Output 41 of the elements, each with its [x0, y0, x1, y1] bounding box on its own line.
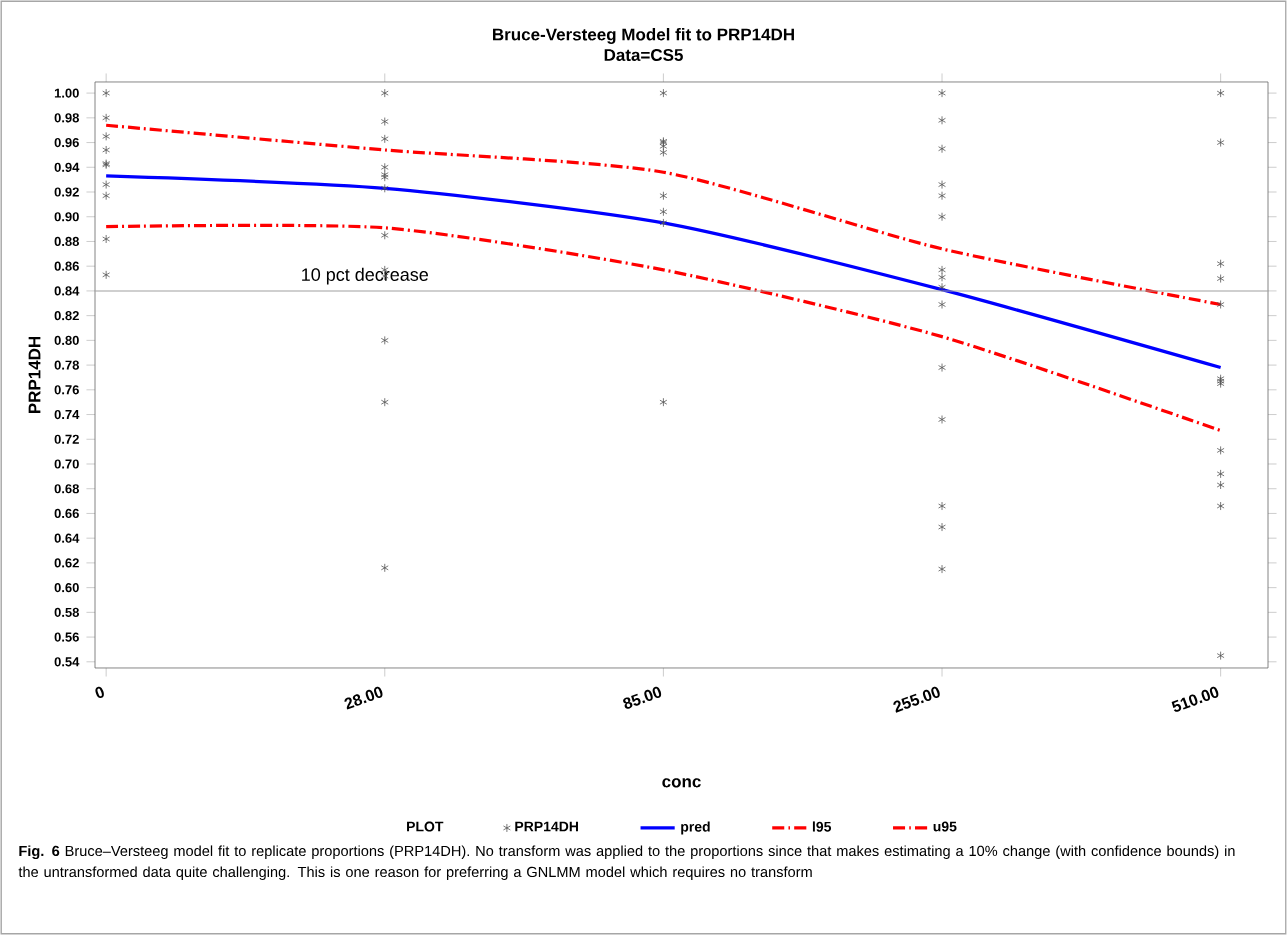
y-tick-label: 0.74: [54, 409, 80, 420]
y-tick-label: 0.76: [54, 385, 79, 395]
y-tick-label: 0.92: [54, 187, 79, 197]
legend-label: u95: [933, 821, 957, 832]
x-tick-label: 0: [95, 686, 104, 699]
y-tick-label: 0.86: [54, 261, 79, 271]
y-tick-label: 0.98: [54, 113, 80, 123]
y-tick-label: 0.64: [54, 533, 80, 543]
ref-line-label: 10 pct decrease: [302, 267, 429, 285]
y-tick-label: 0.66: [54, 508, 79, 519]
y-tick-label: 0.60: [54, 583, 79, 593]
y-tick-label: 0.62: [54, 558, 79, 568]
chart-title: Bruce-Versteeg Model fit to PRP14DH: [493, 28, 794, 44]
x-axis-title: conc: [662, 778, 701, 788]
y-tick-label: 0.58: [54, 607, 80, 617]
y-tick-label: 0.72: [54, 434, 79, 444]
legend-label: pred: [681, 821, 710, 835]
y-tick-label: 0.94: [54, 162, 80, 172]
y-tick-label: 0.96: [54, 137, 79, 148]
y-tick-label: 0.56: [54, 632, 79, 642]
legend-title: PLOT: [407, 821, 444, 832]
y-axis-title: PRP14DH: [28, 336, 41, 414]
y-tick-label: 0.82: [54, 311, 79, 321]
y-tick-label: 0.70: [54, 459, 79, 469]
legend-label: PRP14DH: [515, 821, 578, 832]
legend-label: l95: [812, 821, 832, 832]
y-tick-label: 0.84: [54, 286, 80, 296]
y-tick-label: 1.00: [54, 88, 79, 98]
y-tick-label: 0.90: [54, 212, 79, 222]
x-tick-label: 85.00: [623, 686, 662, 709]
y-tick-label: 0.80: [54, 335, 79, 345]
y-tick-label: 0.54: [54, 657, 80, 667]
y-tick-label: 0.88: [54, 236, 80, 247]
chart-subtitle: Data=CS5: [604, 48, 683, 61]
x-tick-label: 255.00: [893, 686, 940, 713]
line-series: [104, 174, 1223, 370]
text: Fig. 6 Bruce–Versteeg model fit to replicate proportions (PRP14DH). No transform was applied to the proportions since that makes estimating a 10% change (with confidence bounds) in the untransformed data quite challenging. This is one reason for preferring a GNLMM model which requires no transform: [18, 845, 1235, 880]
x-tick-label: 28.00: [344, 686, 383, 710]
x-tick-label: 510.00: [1171, 686, 1219, 712]
y-tick-label: 0.78: [54, 360, 80, 370]
y-tick-label: 0.68: [54, 484, 80, 494]
